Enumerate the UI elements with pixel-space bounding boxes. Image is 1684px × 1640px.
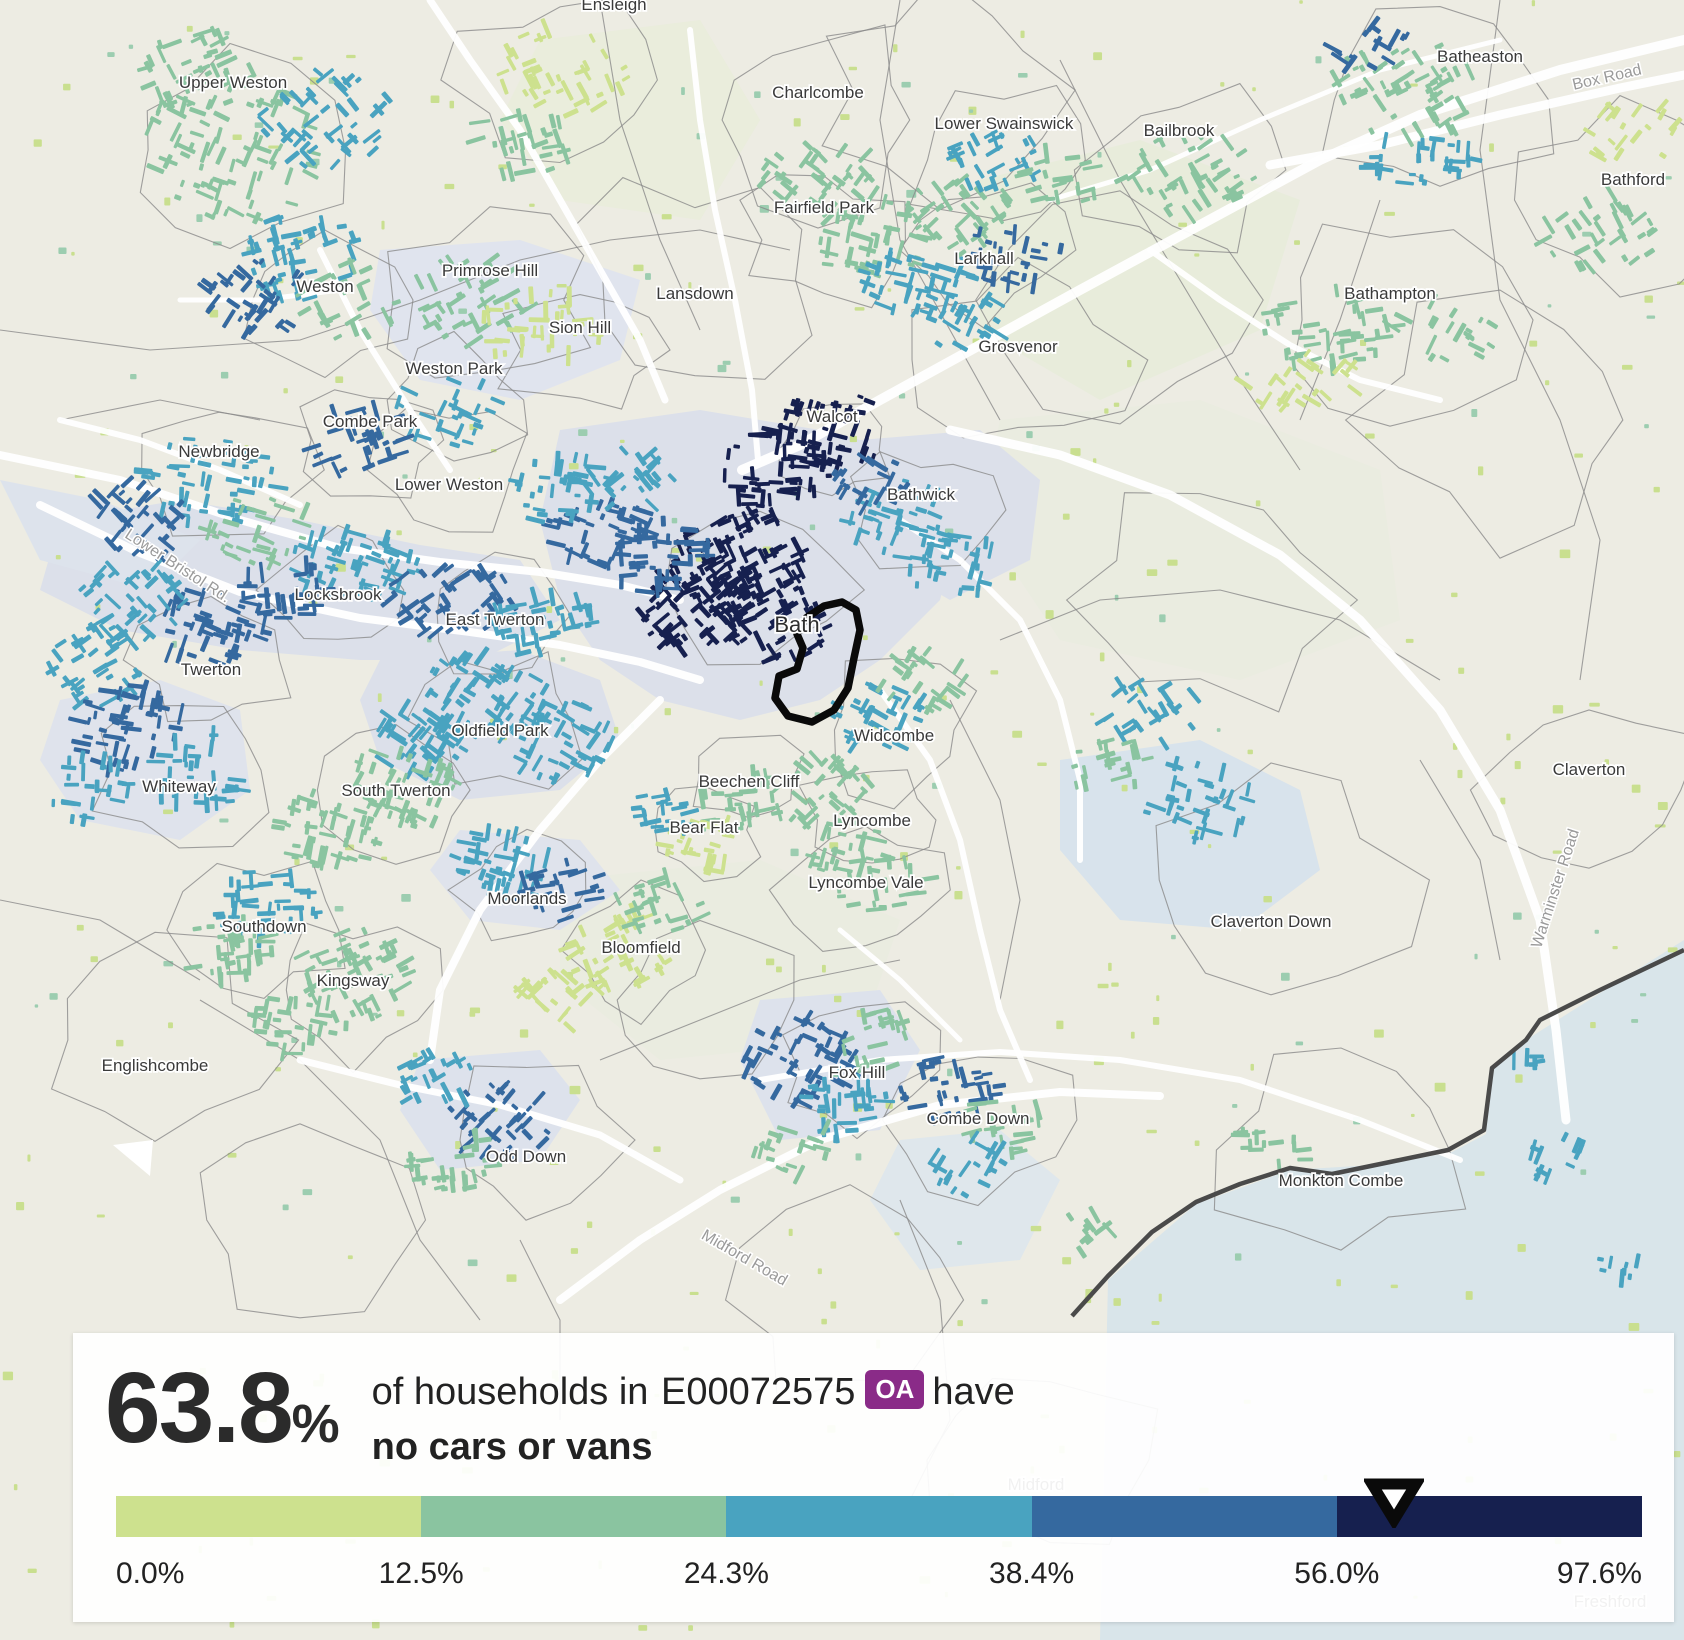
place-label: Newbridge (178, 442, 259, 461)
legend-tick-3: 38.4% (989, 1557, 1075, 1590)
place-label: Charlcombe (772, 83, 864, 102)
place-labels: Ensleigh Upper Weston Charlcombe Lower Swai… (100, 0, 1667, 1613)
legend-segment-2 (726, 1496, 1032, 1537)
place-label: Fox Hill (829, 1063, 886, 1082)
stat-number: 63.8 (105, 1352, 294, 1464)
place-label: Fairfield Park (774, 198, 875, 217)
legend-tick-labels: 0.0% 12.5% 24.3% 38.4% 56.0% 97.6% (116, 1557, 1642, 1597)
place-label: Beechen Cliff (699, 772, 800, 791)
stat-percent-sign: % (291, 1394, 340, 1454)
place-label: Bailbrook (1144, 121, 1215, 140)
legend-segment-0 (116, 1496, 422, 1537)
legend-segment-3 (1031, 1496, 1337, 1537)
place-label: Sion Hill (549, 318, 611, 337)
place-label: Bear Flat (670, 818, 739, 837)
legend-tick-4: 56.0% (1294, 1557, 1380, 1590)
place-label: Combe Park (323, 412, 418, 431)
legend-tick-2: 24.3% (683, 1557, 769, 1590)
place-label: Batheaston (1437, 47, 1523, 66)
stat-row: 63.8% of households in E00072575 OA have n… (105, 1358, 1634, 1469)
place-label: Claverton (1553, 760, 1626, 779)
place-label: Moorlands (487, 889, 566, 908)
area-code: E00072575 (660, 1371, 856, 1413)
legend-tick-0: 0.0% (116, 1557, 185, 1590)
place-label: Englishcombe (102, 1056, 209, 1075)
place-label: Kingsway (317, 971, 390, 990)
place-label: Locksbrook (295, 585, 382, 604)
place-label: Ensleigh (581, 0, 646, 14)
place-label: Bathampton (1344, 284, 1436, 303)
place-label: Upper Weston (179, 73, 287, 92)
place-label: Claverton Down (1211, 912, 1332, 931)
place-label: Weston Park (405, 359, 503, 378)
oa-badge: OA (865, 1370, 925, 1409)
legend-value-marker[interactable] (1364, 1476, 1425, 1528)
place-label: Walcot (806, 407, 858, 426)
stat-desc-suffix: have (932, 1371, 1015, 1413)
place-label: Lower Weston (395, 475, 503, 494)
place-label: Oldfield Park (451, 721, 549, 740)
district-boundary-line (1070, 947, 1684, 1318)
place-label: Grosvenor (978, 337, 1058, 356)
map-decorations (113, 1140, 153, 1176)
place-label: Bathwick (887, 485, 956, 504)
place-label: East Twerton (446, 610, 545, 629)
legend-tick-1: 12.5% (378, 1557, 464, 1590)
stat-desc-prefix: of households in (371, 1371, 649, 1413)
place-label: Twerton (181, 660, 241, 679)
city-label: Bath (774, 612, 819, 637)
field-areas (500, 20, 1400, 1060)
place-label: Lyncombe Vale (808, 873, 923, 892)
place-label: Combe Down (927, 1109, 1030, 1128)
stat-description: of households in E00072575 OA have (372, 1367, 1015, 1418)
legend-segment-1 (421, 1496, 727, 1537)
place-label: Whiteway (142, 777, 216, 796)
place-label: Bloomfield (601, 938, 680, 957)
place-label: Odd Down (486, 1147, 566, 1166)
place-label: Lansdown (656, 284, 734, 303)
place-label: South Twerton (341, 781, 450, 800)
legend-color-bar (116, 1478, 1643, 1537)
place-label: Widcombe (854, 726, 934, 745)
stat-panel: 63.8% of households in E00072575 OA have n… (73, 1333, 1674, 1622)
place-label: Southdown (221, 917, 306, 936)
legend: 0.0% 12.5% 24.3% 38.4% 56.0% 97.6% (116, 1478, 1643, 1597)
selected-oa-outline[interactable] (771, 598, 864, 726)
place-label: Primrose Hill (442, 261, 538, 280)
stat-text: of households in E00072575 OA have no cars… (372, 1361, 1015, 1469)
place-label: Lyncombe (833, 811, 911, 830)
place-label: Larkhall (954, 249, 1014, 268)
stat-value: 63.8% (105, 1358, 340, 1458)
stat-measure: no cars or vans (371, 1426, 653, 1469)
place-label: Lower Swainswick (935, 114, 1074, 133)
place-label: Monkton Combe (1279, 1171, 1404, 1190)
legend-tick-5: 97.6% (1556, 1557, 1642, 1590)
place-label: Bathford (1601, 170, 1665, 189)
choropleth-buildings (45, 15, 1683, 1288)
place-label: Weston (296, 277, 353, 296)
